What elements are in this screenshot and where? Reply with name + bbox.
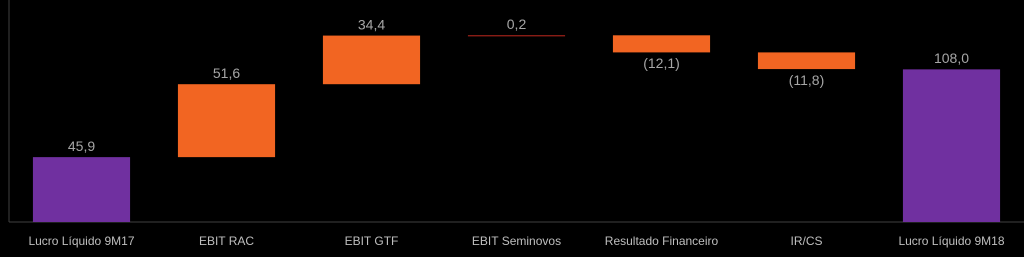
x-tick-label: EBIT Seminovos	[472, 234, 561, 248]
value-label: 51,6	[213, 65, 240, 81]
bar	[612, 35, 711, 53]
x-tick-label: EBIT GTF	[345, 234, 399, 248]
x-tick-label: Lucro Líquido 9M17	[28, 234, 134, 248]
x-tick-label: Lucro Líquido 9M18	[898, 234, 1004, 248]
value-label: 0,2	[507, 16, 527, 32]
bar	[177, 84, 276, 158]
bar	[322, 35, 421, 85]
bar	[757, 52, 856, 70]
bar	[467, 35, 566, 37]
x-tick-label: Resultado Financeiro	[605, 234, 719, 248]
value-label: 34,4	[358, 16, 385, 32]
x-tick-label: IR/CS	[790, 234, 822, 248]
bar	[902, 69, 1001, 222]
bar	[32, 157, 131, 222]
value-label: (12,1)	[643, 55, 680, 71]
value-label: (11,8)	[789, 72, 825, 88]
value-label: 45,9	[68, 138, 95, 154]
value-label: 108,0	[934, 50, 969, 66]
x-tick-label: EBIT RAC	[199, 234, 254, 248]
